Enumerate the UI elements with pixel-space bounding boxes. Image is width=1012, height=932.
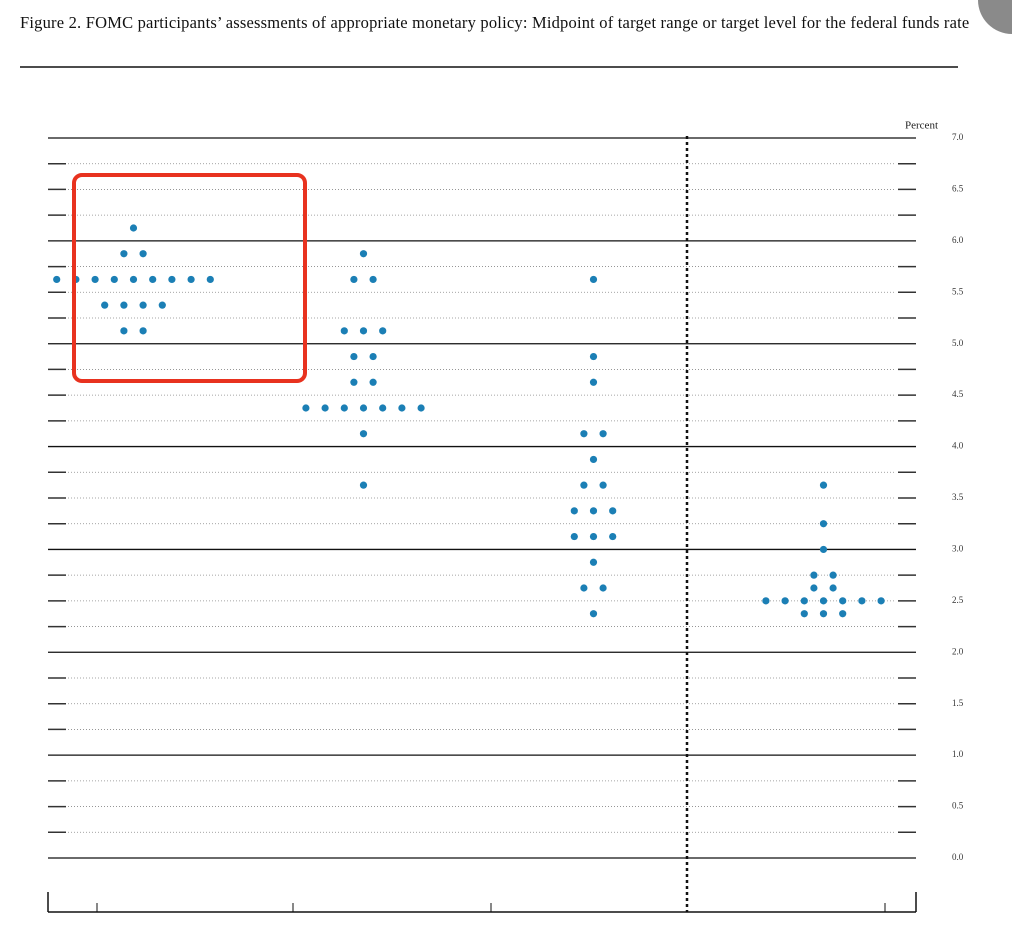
dot (589, 455, 598, 464)
highlight-box (72, 173, 307, 383)
y-tick-label: 2.5 (952, 595, 964, 605)
dot (599, 584, 607, 592)
dot (800, 610, 808, 618)
dot (877, 597, 885, 605)
y-tick-label: 0.0 (952, 852, 964, 862)
dot (379, 404, 387, 412)
dot (101, 301, 109, 309)
dots (53, 224, 885, 618)
dot (110, 275, 118, 284)
dot (129, 275, 138, 284)
grid (48, 137, 916, 859)
dot (359, 327, 368, 335)
dot (800, 597, 808, 605)
dot (340, 404, 348, 412)
dot (379, 327, 387, 335)
y-tick-label: 0.5 (952, 801, 964, 811)
dot (359, 404, 368, 412)
dot (819, 481, 828, 489)
y-tick-label: 3.5 (952, 492, 964, 502)
dot (858, 597, 866, 605)
dot (369, 352, 377, 361)
dot (187, 275, 195, 284)
dot (359, 250, 368, 258)
dot (91, 275, 99, 284)
dot (129, 224, 138, 232)
dot (589, 610, 598, 618)
dot (819, 610, 828, 618)
y-tick-label: 2.0 (952, 646, 964, 656)
dot (417, 404, 425, 412)
dot (350, 378, 358, 386)
y-tick-label: 7.0 (952, 132, 964, 142)
dot (350, 352, 358, 361)
dot (580, 430, 588, 438)
y-tick-label: 6.0 (952, 235, 964, 245)
dot (609, 532, 617, 541)
dot (321, 404, 329, 412)
dot (609, 507, 617, 515)
dot (819, 520, 828, 528)
corner-button (978, 0, 1012, 34)
dot (139, 250, 147, 258)
dot (839, 610, 847, 618)
dot (589, 532, 598, 541)
dot (570, 507, 578, 515)
y-tick-label: 4.5 (952, 389, 964, 399)
dot (819, 545, 828, 554)
dot (580, 481, 588, 489)
dot (302, 404, 310, 412)
dot (810, 571, 818, 579)
dot (359, 481, 368, 489)
dot (810, 584, 818, 592)
dot (168, 275, 176, 284)
chart-title: Figure 2. FOMC participants’ assessments… (20, 13, 970, 32)
y-tick-label: 1.0 (952, 749, 964, 759)
dot (350, 275, 358, 284)
y-axis-label: Percent (905, 120, 938, 132)
dot (589, 507, 598, 515)
dot (139, 327, 147, 335)
dot (589, 275, 598, 284)
dot (398, 404, 406, 412)
dot (369, 378, 377, 386)
dot (340, 327, 348, 335)
y-tick-label: 5.0 (952, 338, 964, 348)
dot (158, 301, 166, 309)
y-tick-label: 6.5 (952, 183, 964, 193)
dot (53, 275, 61, 284)
dot (120, 327, 128, 335)
dot (120, 250, 128, 258)
dot (359, 430, 368, 438)
dot (599, 481, 607, 489)
y-tick-label: 3.0 (952, 543, 964, 553)
x-axis (47, 892, 917, 913)
dot (589, 558, 598, 566)
dot (580, 584, 588, 592)
dot (139, 301, 147, 309)
dot (829, 584, 837, 592)
dot (839, 597, 847, 605)
dot (206, 275, 214, 284)
dot (781, 597, 789, 605)
y-tick-label: 5.5 (952, 286, 964, 296)
dot (149, 275, 157, 284)
dot (570, 532, 578, 541)
dot (762, 597, 770, 605)
dot (829, 571, 837, 579)
dot (819, 597, 828, 605)
dot (120, 301, 128, 309)
y-tick-label: 1.5 (952, 698, 964, 708)
dot (589, 378, 598, 386)
dot (589, 352, 598, 361)
y-tick-label: 4.0 (952, 441, 964, 451)
dot (369, 275, 377, 284)
dot (599, 430, 607, 438)
